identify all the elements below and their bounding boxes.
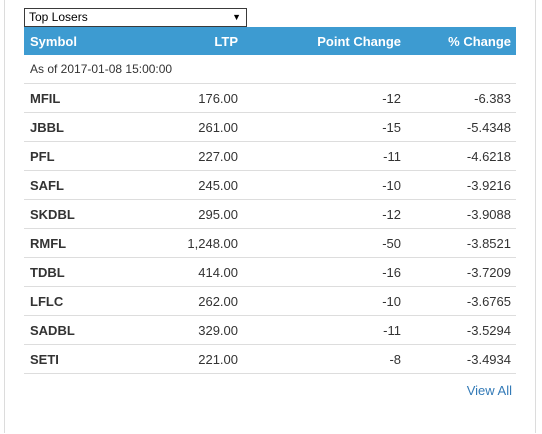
table-header-row: Symbol LTP Point Change % Change: [24, 27, 516, 55]
cell-pct-change: -6.383: [401, 83, 516, 113]
cell-pct-change: -3.7209: [401, 257, 516, 287]
cell-point-change: -10: [238, 286, 401, 316]
movers-table: Symbol LTP Point Change % Change As of 2…: [24, 27, 516, 374]
cell-symbol[interactable]: RMFL: [24, 228, 154, 258]
table-row[interactable]: PFL 227.00 -11 -4.6218: [24, 141, 516, 171]
table-row[interactable]: TDBL 414.00 -16 -3.7209: [24, 257, 516, 287]
cell-ltp: 221.00: [154, 344, 238, 374]
cell-point-change: -16: [238, 257, 401, 287]
cell-symbol[interactable]: JBBL: [24, 112, 154, 142]
chevron-down-icon: ▼: [232, 12, 241, 22]
cell-point-change: -12: [238, 83, 401, 113]
view-all-link[interactable]: View All: [466, 383, 512, 398]
cell-point-change: -15: [238, 112, 401, 142]
table-row[interactable]: RMFL 1,248.00 -50 -3.8521: [24, 228, 516, 258]
cell-point-change: -11: [238, 141, 401, 171]
cell-ltp: 245.00: [154, 170, 238, 200]
cell-pct-change: -3.9216: [401, 170, 516, 200]
table-row[interactable]: SETI 221.00 -8 -3.4934: [24, 344, 516, 374]
cell-point-change: -12: [238, 199, 401, 229]
header-pct-change: % Change: [401, 27, 516, 55]
table-row[interactable]: MFIL 176.00 -12 -6.383: [24, 83, 516, 113]
cell-pct-change: -3.6765: [401, 286, 516, 316]
table-row[interactable]: LFLC 262.00 -10 -3.6765: [24, 286, 516, 316]
cell-point-change: -10: [238, 170, 401, 200]
cell-symbol[interactable]: SAFL: [24, 170, 154, 200]
cell-symbol[interactable]: TDBL: [24, 257, 154, 287]
table-row[interactable]: SADBL 329.00 -11 -3.5294: [24, 315, 516, 345]
cell-ltp: 329.00: [154, 315, 238, 345]
table-row[interactable]: SKDBL 295.00 -12 -3.9088: [24, 199, 516, 229]
table-row[interactable]: SAFL 245.00 -10 -3.9216: [24, 170, 516, 200]
cell-point-change: -11: [238, 315, 401, 345]
header-symbol: Symbol: [24, 27, 154, 55]
cell-symbol[interactable]: SETI: [24, 344, 154, 374]
cell-symbol[interactable]: SKDBL: [24, 199, 154, 229]
cell-ltp: 295.00: [154, 199, 238, 229]
table-row[interactable]: JBBL 261.00 -15 -5.4348: [24, 112, 516, 142]
cell-ltp: 414.00: [154, 257, 238, 287]
cell-pct-change: -4.6218: [401, 141, 516, 171]
cell-pct-change: -3.5294: [401, 315, 516, 345]
cell-ltp: 1,248.00: [154, 228, 238, 258]
cell-pct-change: -5.4348: [401, 112, 516, 142]
cell-symbol[interactable]: PFL: [24, 141, 154, 171]
header-ltp: LTP: [154, 27, 238, 55]
cell-pct-change: -3.9088: [401, 199, 516, 229]
market-movers-panel: [4, 0, 536, 433]
cell-symbol[interactable]: SADBL: [24, 315, 154, 345]
as-of-timestamp: As of 2017-01-08 15:00:00: [24, 55, 516, 84]
cell-symbol[interactable]: LFLC: [24, 286, 154, 316]
cell-ltp: 227.00: [154, 141, 238, 171]
cell-ltp: 176.00: [154, 83, 238, 113]
cell-symbol[interactable]: MFIL: [24, 83, 154, 113]
cell-pct-change: -3.8521: [401, 228, 516, 258]
cell-pct-change: -3.4934: [401, 344, 516, 374]
movers-type-select[interactable]: Top Losers ▼: [24, 8, 247, 27]
cell-ltp: 262.00: [154, 286, 238, 316]
cell-point-change: -50: [238, 228, 401, 258]
movers-type-selected-value: Top Losers: [29, 10, 88, 24]
header-point-change: Point Change: [238, 27, 401, 55]
as-of-row: As of 2017-01-08 15:00:00: [24, 55, 516, 84]
cell-ltp: 261.00: [154, 112, 238, 142]
cell-point-change: -8: [238, 344, 401, 374]
